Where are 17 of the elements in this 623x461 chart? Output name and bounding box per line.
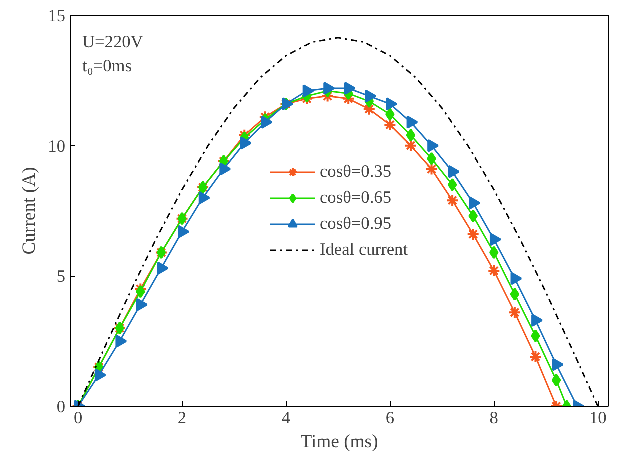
annotation: U=220V bbox=[82, 32, 144, 52]
legend-label: cosθ=0.65 bbox=[320, 188, 392, 208]
legend-label: Ideal current bbox=[320, 240, 408, 260]
y-axis-title: Current (A) bbox=[19, 167, 40, 255]
x-tick-label: 4 bbox=[282, 408, 291, 428]
y-tick-label: 15 bbox=[48, 6, 66, 26]
legend-label: cosθ=0.35 bbox=[320, 162, 392, 182]
x-tick-label: 6 bbox=[386, 408, 395, 428]
annotation: t₀=0ms bbox=[82, 56, 132, 76]
y-tick-label: 5 bbox=[56, 267, 66, 286]
x-tick-label: 0 bbox=[74, 408, 83, 428]
x-axis-title: Time (ms) bbox=[300, 432, 378, 452]
legend-label: cosθ=0.95 bbox=[320, 214, 392, 234]
x-tick-label: 2 bbox=[178, 408, 187, 428]
x-tick-label: 10 bbox=[589, 408, 607, 428]
x-tick-label: 8 bbox=[490, 408, 498, 428]
y-tick-label: 10 bbox=[48, 136, 66, 156]
